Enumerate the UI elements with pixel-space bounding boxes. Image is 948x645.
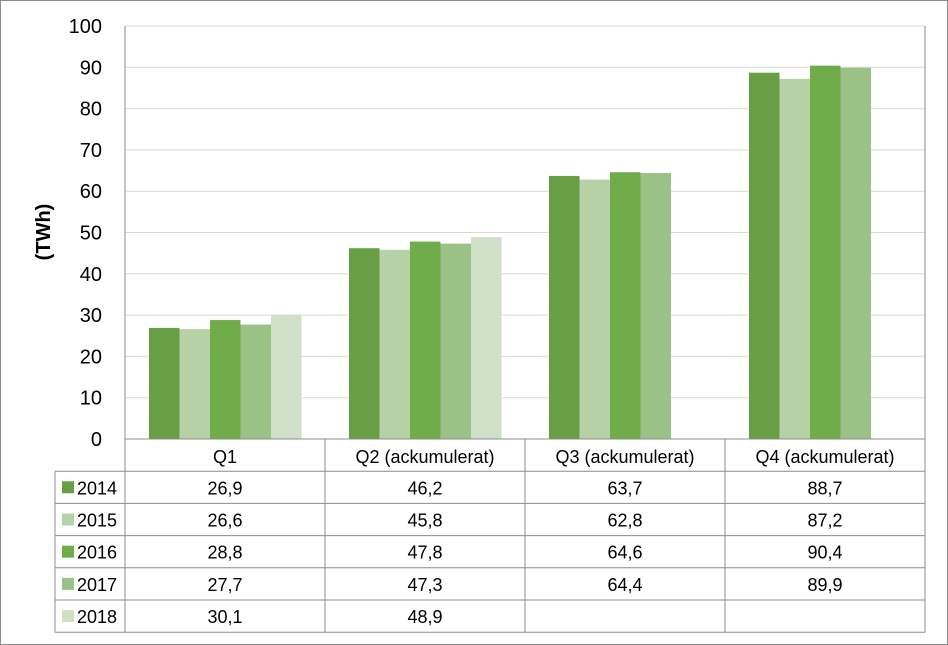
bar [149, 327, 180, 439]
y-tick-label: 60 [80, 181, 102, 203]
y-tick-label: 20 [80, 346, 102, 368]
bar [271, 314, 302, 439]
y-tick-label: 10 [80, 388, 102, 410]
legend-key [62, 610, 74, 623]
category-label: Q1 [213, 447, 237, 467]
data-label: 64,4 [607, 575, 642, 595]
legend-key [62, 577, 74, 590]
data-label: 87,2 [807, 511, 842, 531]
data-label: 47,3 [407, 575, 442, 595]
data-label: 90,4 [807, 543, 842, 563]
series-name: 2017 [77, 575, 117, 595]
bar [240, 324, 271, 439]
bar [349, 248, 380, 439]
series-name: 2018 [77, 607, 117, 627]
y-tick-label: 40 [80, 264, 102, 286]
y-axis-title: (TWh) [33, 204, 55, 261]
y-tick-label: 80 [80, 99, 102, 121]
y-tick-label: 0 [91, 429, 102, 451]
y-tick-label: 50 [80, 223, 102, 245]
data-label: 63,7 [607, 478, 642, 498]
bar [610, 172, 641, 439]
data-label: 30,1 [207, 607, 242, 627]
bar [640, 173, 671, 439]
bar [471, 237, 502, 439]
bar [579, 179, 610, 440]
data-label: 27,7 [207, 575, 242, 595]
category-label: Q3 (ackumulerat) [555, 447, 694, 467]
series-name: 2016 [77, 543, 117, 563]
bar [749, 72, 780, 439]
bar [779, 78, 810, 439]
legend-key [62, 481, 74, 494]
bar [210, 320, 241, 439]
bar [440, 243, 471, 439]
bar [179, 329, 210, 439]
data-label: 26,9 [207, 478, 242, 498]
y-tick-label: 100 [69, 16, 102, 38]
data-label: 46,2 [407, 478, 442, 498]
bar [810, 65, 841, 439]
legend-key [62, 545, 74, 558]
data-label: 45,8 [407, 511, 442, 531]
category-label: Q2 (ackumulerat) [355, 447, 494, 467]
legend-key [62, 513, 74, 526]
y-tick-label: 70 [80, 140, 102, 162]
data-label: 48,9 [407, 607, 442, 627]
data-label: 88,7 [807, 478, 842, 498]
series-name: 2014 [77, 478, 117, 498]
data-label: 47,8 [407, 543, 442, 563]
data-label: 26,6 [207, 511, 242, 531]
y-tick-label: 90 [80, 57, 102, 79]
series-name: 2015 [77, 511, 117, 531]
bar [379, 249, 410, 439]
data-label: 64,6 [607, 543, 642, 563]
y-tick-label: 30 [80, 305, 102, 327]
category-label: Q4 (ackumulerat) [755, 447, 894, 467]
bar [410, 241, 441, 439]
bar [840, 67, 871, 439]
bar [549, 175, 580, 439]
data-label: 89,9 [807, 575, 842, 595]
data-label: 62,8 [607, 511, 642, 531]
data-label: 28,8 [207, 543, 242, 563]
